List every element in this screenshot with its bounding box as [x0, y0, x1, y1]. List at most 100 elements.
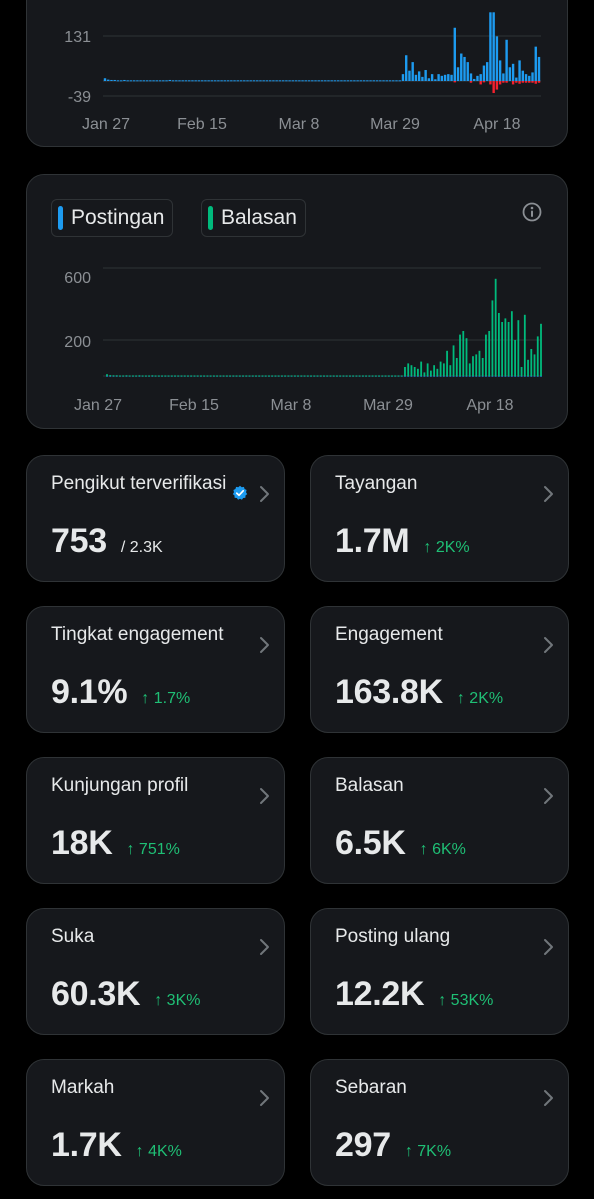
metric-value: 753 [51, 522, 107, 560]
impressions-bar [207, 80, 210, 82]
metric-label: Markah [51, 1077, 115, 1098]
impressions-bar [107, 79, 110, 81]
y-tick: 600 [64, 270, 91, 287]
metric-card[interactable]: Posting ulang 12.2K ↑ 53K% [310, 908, 569, 1035]
metric-total: / 2.3K [120, 539, 163, 556]
impressions-bar [314, 80, 317, 82]
posts-replies-bar [167, 375, 170, 377]
posts-replies-bar [481, 375, 484, 377]
posts-replies-bar [472, 356, 474, 376]
impressions-bar [246, 80, 249, 82]
impressions-bar [460, 53, 463, 81]
posts-replies-bar [527, 359, 529, 376]
metric-card[interactable]: Suka 60.3K ↑ 3K% [26, 908, 285, 1035]
posts-replies-bar [452, 345, 455, 376]
impressions-bar [411, 62, 414, 81]
metric-card[interactable]: Tayangan 1.7M ↑ 2K% [310, 455, 569, 582]
posts-replies-bar [410, 365, 413, 376]
posts-replies-bar [174, 375, 176, 377]
metric-card[interactable]: Pengikut terverifikasi 753 / 2.3K [26, 455, 285, 582]
impressions-bar [447, 74, 450, 81]
impressions-bar [421, 76, 424, 81]
impressions-bar [349, 80, 353, 82]
posts-replies-bar [177, 375, 180, 377]
posts-replies-bar [452, 375, 455, 377]
info-icon[interactable] [521, 201, 543, 223]
posts-replies-bar [417, 368, 419, 376]
posts-replies-bar [242, 375, 244, 377]
legend-balasan[interactable]: Balasan [201, 199, 306, 237]
posts-replies-bar [349, 375, 351, 377]
posts-replies-bar [157, 375, 160, 377]
impressions-bar [132, 80, 136, 82]
metric-card[interactable]: Kunjungan profil 18K ↑ 751% [26, 757, 285, 884]
metric-card[interactable]: Tingkat engagement 9.1% ↑ 1.7% [26, 606, 285, 733]
posts-replies-bar [297, 375, 299, 377]
impressions-bar [405, 55, 408, 81]
posts-replies-bar [436, 368, 439, 376]
posts-replies-bar [193, 375, 196, 377]
impressions-bar [469, 73, 473, 81]
impressions-bar [126, 80, 129, 82]
impressions-bar [382, 80, 385, 82]
posts-replies-bar [319, 375, 322, 377]
impressions-bar [427, 78, 431, 81]
posts-replies-bar [488, 375, 491, 377]
metric-card[interactable]: Markah 1.7K ↑ 4K% [26, 1059, 285, 1186]
posts-replies-bar [122, 375, 125, 377]
impressions-bar [489, 12, 492, 81]
impressions-bar [324, 80, 327, 82]
metric-card[interactable]: Engagement 163.8K ↑ 2K% [310, 606, 569, 733]
impressions-bar [113, 79, 116, 81]
impressions-bar [537, 81, 541, 83]
impressions-bar [511, 63, 515, 81]
posts-replies-bar [410, 375, 413, 377]
posts-replies-bar [358, 375, 361, 377]
posts-replies-bar [478, 350, 481, 376]
posts-replies-bar [332, 375, 335, 377]
posts-replies-bar [439, 375, 442, 377]
metric-label: Pengikut terverifikasi [51, 473, 227, 494]
posts-replies-bar [391, 375, 393, 377]
metric-delta: ↑ 751% [126, 841, 180, 858]
posts-replies-bar [144, 375, 147, 377]
impressions-bar [298, 80, 301, 82]
impressions-bar [528, 75, 531, 81]
posts-replies-bar [313, 375, 316, 377]
impressions-bar [243, 80, 246, 82]
posts-replies-bar [268, 375, 270, 377]
posts-replies-bar [271, 375, 274, 377]
impressions-bar [171, 80, 175, 82]
posts-replies-bar [180, 375, 183, 377]
posts-replies-bar [520, 367, 523, 376]
posts-replies-bar [284, 375, 287, 377]
metric-label: Tayangan [335, 473, 418, 494]
impressions-bar [304, 80, 308, 82]
posts-replies-bar [404, 367, 406, 376]
metric-card[interactable]: Balasan 6.5K ↑ 6K% [310, 757, 569, 884]
impressions-bar [291, 80, 295, 82]
posts-replies-bar [504, 375, 507, 377]
posts-replies-bar [442, 375, 445, 377]
posts-replies-bar [540, 375, 542, 377]
posts-replies-bar [161, 375, 163, 377]
posts-replies-bar [190, 375, 193, 377]
metric-card[interactable]: Sebaran 297 ↑ 7K% [310, 1059, 569, 1186]
posts-replies-bar [465, 338, 468, 376]
posts-replies-bar [540, 323, 542, 376]
impressions-bar [317, 80, 320, 82]
impressions-bar [495, 81, 499, 90]
posts-replies-bar [475, 375, 478, 377]
impressions-bar [327, 80, 330, 82]
posts-replies-bar [106, 374, 108, 376]
posts-replies-bar [536, 336, 539, 376]
posts-replies-bar [281, 375, 283, 377]
impressions-bar [200, 80, 204, 82]
impressions-bar [502, 73, 505, 81]
posts-replies-bar [494, 278, 497, 376]
posts-replies-bar [112, 375, 115, 377]
impressions-bar [184, 80, 188, 82]
posts-replies-bar [371, 375, 374, 377]
legend-postingan[interactable]: Postingan [51, 199, 174, 237]
posts-replies-bar [135, 375, 138, 377]
